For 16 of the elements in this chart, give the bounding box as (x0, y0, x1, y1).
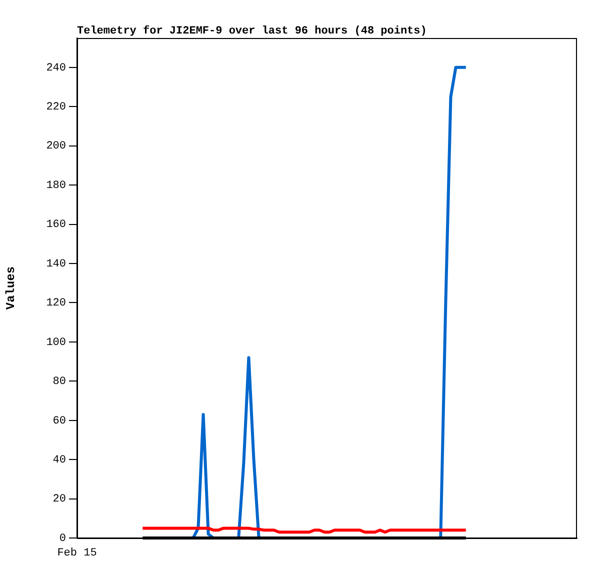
y-tick-label: 160 (46, 219, 66, 232)
y-tick-label: 80 (52, 376, 66, 388)
chart-title: Telemetry for JI2EMF-9 over last 96 hours (48 points) (77, 24, 427, 38)
y-tick-label: 200 (46, 140, 66, 153)
y-tick-label: 220 (46, 102, 66, 114)
y-tick-label: 120 (46, 298, 66, 310)
y-tick-label: 0 (59, 532, 66, 545)
y-tick-label: 60 (52, 415, 66, 428)
y-tick-label: 40 (52, 454, 66, 466)
y-tick-label: 100 (46, 336, 66, 349)
y-axis-title: Values (4, 266, 18, 310)
x-tick-label: Feb 15 (57, 548, 97, 560)
y-tick-label: 240 (46, 62, 66, 74)
y-tick-label: 140 (46, 258, 66, 270)
y-tick-label: 20 (52, 494, 66, 506)
y-tick-label: 180 (46, 180, 66, 192)
